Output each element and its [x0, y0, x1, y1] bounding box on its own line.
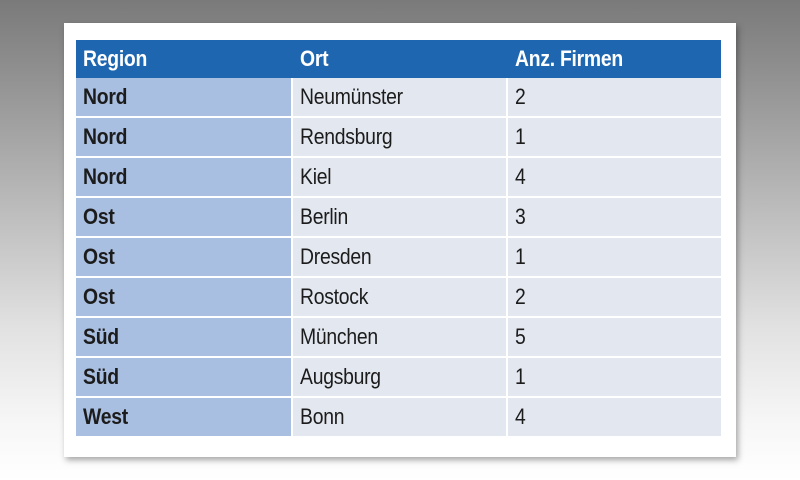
ort-cell: Augsburg [293, 358, 508, 398]
ort-value: Berlin [300, 204, 348, 229]
ort-value: Dresden [300, 244, 372, 269]
region-cell: Nord [76, 78, 293, 118]
table-row: West Bonn 4 [76, 398, 721, 438]
ort-cell: München [293, 318, 508, 358]
region-value: Nord [83, 84, 128, 109]
header-cell-region: Region [76, 40, 293, 78]
ort-value: Augsburg [300, 364, 381, 389]
header-cell-anzahl: Anz. Firmen [508, 40, 721, 78]
header-label: Anz. Firmen [515, 46, 623, 71]
ort-cell: Bonn [293, 398, 508, 438]
table-header-row: Region Ort Anz. Firmen [76, 40, 721, 78]
anzahl-cell: 1 [508, 238, 721, 278]
region-value: Nord [83, 124, 128, 149]
anzahl-value: 1 [515, 244, 526, 269]
ort-value: Bonn [300, 404, 345, 429]
region-value: Ost [83, 244, 115, 269]
ort-cell: Kiel [293, 158, 508, 198]
table-row: Nord Kiel 4 [76, 158, 721, 198]
anzahl-value: 5 [515, 324, 526, 349]
region-cell: Süd [76, 358, 293, 398]
table-row: Süd Augsburg 1 [76, 358, 721, 398]
ort-cell: Rendsburg [293, 118, 508, 158]
region-value: Süd [83, 324, 119, 349]
anzahl-cell: 3 [508, 198, 721, 238]
region-value: West [83, 404, 128, 429]
region-cell: Nord [76, 118, 293, 158]
table-row: Nord Rendsburg 1 [76, 118, 721, 158]
anzahl-cell: 4 [508, 158, 721, 198]
anzahl-cell: 4 [508, 398, 721, 438]
anzahl-cell: 5 [508, 318, 721, 358]
table-body: Nord Neumünster 2 Nord Rendsburg 1 Nord Kiel 4 Os… [76, 78, 721, 438]
ort-cell: Neumünster [293, 78, 508, 118]
region-cell: Süd [76, 318, 293, 358]
table-row: Ost Berlin 3 [76, 198, 721, 238]
anzahl-cell: 2 [508, 78, 721, 118]
table-row: Ost Dresden 1 [76, 238, 721, 278]
region-cell: Ost [76, 278, 293, 318]
table-card: Region Ort Anz. Firmen Nord Neumünster 2 No… [64, 23, 736, 457]
anzahl-cell: 1 [508, 118, 721, 158]
anzahl-value: 1 [515, 124, 526, 149]
ort-value: Rostock [300, 284, 369, 309]
anzahl-value: 1 [515, 364, 526, 389]
region-value: Nord [83, 164, 128, 189]
ort-value: Kiel [300, 164, 332, 189]
anzahl-value: 4 [515, 164, 526, 189]
anzahl-value: 2 [515, 284, 526, 309]
anzahl-cell: 1 [508, 358, 721, 398]
ort-value: Rendsburg [300, 124, 393, 149]
table-row: Süd München 5 [76, 318, 721, 358]
ort-value: München [300, 324, 378, 349]
anzahl-value: 2 [515, 84, 526, 109]
region-cell: Nord [76, 158, 293, 198]
region-cell: Ost [76, 198, 293, 238]
data-table: Region Ort Anz. Firmen Nord Neumünster 2 No… [76, 40, 721, 438]
region-cell: Ost [76, 238, 293, 278]
table-row: Nord Neumünster 2 [76, 78, 721, 118]
region-cell: West [76, 398, 293, 438]
region-value: Ost [83, 204, 115, 229]
ort-cell: Rostock [293, 278, 508, 318]
region-value: Süd [83, 364, 119, 389]
ort-cell: Dresden [293, 238, 508, 278]
ort-cell: Berlin [293, 198, 508, 238]
region-value: Ost [83, 284, 115, 309]
table-row: Ost Rostock 2 [76, 278, 721, 318]
ort-value: Neumünster [300, 84, 403, 109]
header-label: Ort [300, 46, 329, 71]
header-cell-ort: Ort [293, 40, 508, 78]
header-label: Region [83, 46, 148, 71]
anzahl-value: 4 [515, 404, 526, 429]
anzahl-cell: 2 [508, 278, 721, 318]
anzahl-value: 3 [515, 204, 526, 229]
